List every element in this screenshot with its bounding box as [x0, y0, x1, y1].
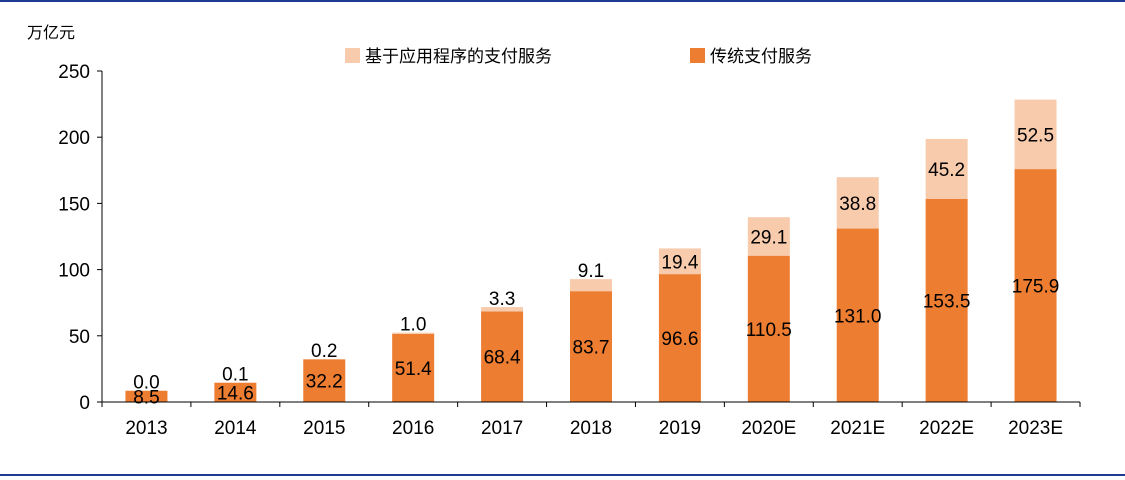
bar-traditional-payment: [1014, 169, 1057, 402]
x-tick-label: 2014: [214, 418, 257, 439]
data-label-traditional-payment: 175.9: [1012, 277, 1060, 298]
x-axis: 2013 2014 2015 2016 2017 2018 2019 2020E 2021E 20…: [101, 401, 1081, 439]
bar-traditional-payment: [125, 390, 168, 402]
y-unit-label: 万亿元: [27, 23, 75, 42]
data-label-app-payment: 38.8: [839, 194, 876, 215]
bottom-rule: [0, 474, 1125, 476]
data-label-traditional-payment: 83.7: [573, 338, 610, 359]
data-label-app-payment: 0.0: [133, 373, 159, 394]
y-axis: 0 50 100 150 200 250: [58, 62, 103, 414]
data-label-traditional-payment: 51.4: [395, 359, 432, 380]
x-tick-label: 2018: [570, 418, 612, 439]
y-tick-label: 250: [58, 62, 90, 83]
bar-traditional-payment: [925, 198, 968, 402]
bar-app-payment: [925, 138, 968, 199]
bar-traditional-payment: [570, 291, 612, 402]
legend-label-traditional-payment: 传统支付服务: [710, 47, 812, 67]
top-rule: [0, 0, 1125, 2]
bar-traditional-payment: [392, 333, 435, 402]
x-tick-label: 2021E: [830, 418, 885, 439]
bar-traditional-payment: [214, 382, 257, 402]
x-tick-label: 2023E: [1008, 418, 1063, 439]
bars: 8.50.0 14.60.1 32.2 0.2 51.4 1.0 68.4 3.3 83.7 9.…: [125, 99, 1060, 408]
bar-app-payment: [392, 332, 435, 334]
data-label-traditional-payment: 8.5: [133, 387, 159, 408]
data-label-app-payment: 0.2: [311, 341, 337, 362]
x-tick-label: 2015: [303, 418, 345, 439]
data-label-traditional-payment: 131.0: [834, 306, 882, 327]
data-label-traditional-payment: 96.6: [661, 329, 698, 350]
x-tick-label: 2019: [659, 418, 701, 439]
bar-app-payment: [481, 307, 524, 312]
y-tick-label: 100: [58, 261, 90, 282]
bar-app-payment: [658, 248, 701, 275]
data-label-app-payment: 19.4: [661, 252, 698, 273]
bar-app-payment: [570, 279, 612, 292]
bar-app-payment: [1014, 99, 1057, 170]
bar-app-payment: [836, 177, 879, 229]
bar-traditional-payment: [481, 311, 524, 402]
x-tick-label: 2016: [392, 418, 434, 439]
bar-traditional-payment: [658, 274, 701, 402]
legend-swatch-app-payment: [345, 48, 360, 63]
legend-swatch-traditional-payment: [690, 48, 705, 63]
data-label-traditional-payment: 110.5: [746, 320, 792, 341]
y-tick-label: 200: [58, 128, 90, 149]
y-tick-label: 50: [69, 327, 90, 348]
x-tick-label: 2020E: [741, 418, 796, 439]
y-tick-label: 150: [58, 194, 90, 215]
data-label-app-payment: 1.0: [400, 315, 426, 336]
x-tick-label: 2022E: [919, 418, 974, 439]
data-label-app-payment: 0.1: [222, 365, 248, 386]
data-label-traditional-payment: 153.5: [923, 291, 971, 312]
bar-traditional-payment: [303, 359, 346, 402]
data-label-app-payment: 29.1: [750, 227, 787, 248]
data-label-traditional-payment: 68.4: [484, 348, 521, 369]
data-label-app-payment: 9.1: [578, 261, 604, 282]
legend-label-app-payment: 基于应用程序的支付服务: [365, 47, 552, 67]
data-label-app-payment: 45.2: [928, 160, 965, 181]
data-label-app-payment: 52.5: [1017, 125, 1054, 146]
data-label-traditional-payment: 14.6: [217, 383, 254, 404]
legend: 基于应用程序的支付服务 传统支付服务: [345, 47, 812, 67]
y-tick-label: 0: [79, 393, 90, 414]
bar-traditional-payment: [836, 228, 879, 402]
x-tick-label: 2013: [125, 418, 167, 439]
x-tick-label: 2017: [481, 418, 523, 439]
data-label-traditional-payment: 32.2: [306, 372, 343, 393]
bar-app-payment: [747, 217, 790, 256]
data-label-app-payment: 3.3: [489, 289, 515, 310]
bar-traditional-payment: [747, 255, 790, 402]
